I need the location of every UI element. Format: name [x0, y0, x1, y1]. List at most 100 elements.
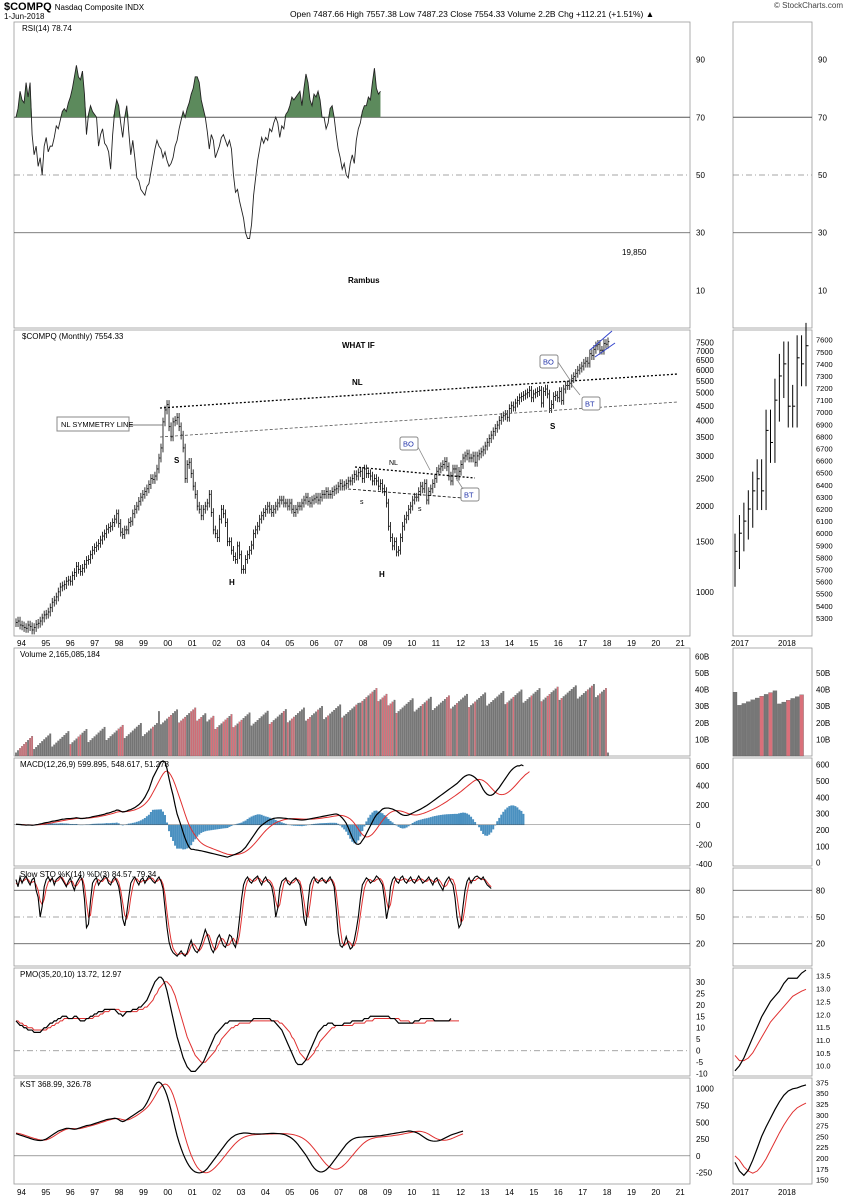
macd-histogram-bar [302, 824, 305, 826]
volume-bar [276, 716, 279, 757]
volume-bar [35, 747, 38, 757]
macd-histogram-bar [387, 818, 390, 826]
macd-histogram-bar [470, 816, 473, 826]
x-tick-label: 95 [41, 1188, 50, 1197]
macd-histogram-bar [468, 814, 471, 826]
macd-histogram-bar [95, 823, 98, 826]
x-tick-label: 10 [407, 1188, 416, 1197]
rsi-tick-label: 10 [696, 286, 705, 295]
zoom-price-tick-label: 6200 [816, 505, 833, 514]
x-tick-label: 12 [456, 639, 465, 648]
macd-histogram-bar [401, 824, 404, 829]
x-tick-label: 08 [359, 1188, 368, 1197]
volume-bar [99, 730, 102, 757]
channel-top [589, 330, 613, 351]
macd-histogram-bar [47, 823, 50, 826]
nl-label: NL [352, 378, 363, 387]
volume-bar [375, 688, 378, 757]
price-tick-label: 3000 [696, 452, 714, 461]
x-tick-label: 02 [212, 639, 221, 648]
volume-bar [411, 698, 414, 757]
macd-histogram-bar [153, 809, 156, 826]
macd-histogram-bar [103, 823, 106, 826]
volume-bar [542, 699, 545, 757]
price-tick-label: 3500 [696, 433, 714, 442]
macd-histogram-bar [389, 820, 392, 826]
x-tick-label: 14 [505, 639, 514, 648]
macd-histogram-bar [329, 822, 332, 826]
macd-histogram-bar [355, 824, 358, 843]
x-tick-label: 98 [115, 639, 124, 648]
zoom-macd-tick-label: 400 [816, 793, 830, 802]
volume-bar [504, 704, 507, 757]
pmo-tick-label: 10 [696, 1024, 705, 1033]
volume-bar [399, 709, 402, 757]
volume-bar [147, 730, 150, 757]
volume-bar [184, 716, 187, 757]
macd-histogram-bar [172, 824, 175, 841]
volume-bar [347, 712, 350, 757]
volume-bar [194, 707, 197, 757]
volume-bar [182, 718, 185, 757]
volume-bar [244, 716, 247, 757]
macd-histogram-bar [315, 823, 318, 826]
chart-date: 1-Jun-2018 [4, 12, 45, 21]
macd-histogram-bar [256, 814, 259, 826]
volume-bar [129, 732, 132, 757]
macd-histogram-bar [427, 817, 430, 826]
zoom-macd-tick-label: 0 [816, 859, 821, 868]
volume-bar [311, 715, 313, 757]
volume-bar [339, 704, 342, 757]
x-tick-label: 15 [529, 639, 538, 648]
volume-bar [301, 709, 303, 757]
zoom-volume-bar [781, 701, 786, 757]
volume-bar [15, 752, 17, 757]
x-tick-label: 07 [334, 1188, 343, 1197]
zoom-pmo-tick-label: 11.5 [816, 1023, 830, 1032]
volume-bar [47, 735, 50, 757]
macd-histogram-bar [510, 805, 513, 826]
zoom-kst-tick-label: 200 [816, 1154, 829, 1163]
volume-bar [137, 724, 140, 757]
zoom-pmo-tick-label: 12.0 [816, 1010, 831, 1019]
zoom-kst-tick-label: 275 [816, 1122, 829, 1131]
volume-bar [367, 695, 370, 757]
zoom-volume-bar [794, 696, 800, 757]
macd-histogram-bar [451, 813, 454, 826]
zoom-kst-tick-label: 225 [816, 1143, 829, 1152]
price-tick-label: 2000 [696, 502, 714, 511]
zoom-macd-tick-label: 300 [816, 810, 830, 819]
macd-histogram-bar [240, 822, 243, 826]
macd-histogram-bar [466, 813, 469, 826]
volume-bar [588, 687, 591, 757]
volume-bar [595, 697, 597, 757]
volume-bar [572, 687, 575, 757]
volume-bar [574, 685, 577, 757]
volume-bar [452, 706, 454, 757]
volume-bar [425, 700, 428, 757]
macd-histogram-bar [246, 818, 249, 826]
zoom-price-tick-label: 7200 [816, 384, 833, 393]
macd-histogram-bar [365, 821, 368, 826]
macd-histogram-bar [379, 812, 382, 826]
volume-bar [536, 690, 539, 757]
volume-tick-label: 30B [695, 702, 709, 711]
volume-bar [566, 692, 569, 757]
volume-bar [439, 702, 442, 757]
x-tick-label: 05 [285, 639, 294, 648]
x-tick-label: 09 [383, 1188, 392, 1197]
volume-bar [417, 707, 420, 757]
price-tick-label: 2500 [696, 474, 714, 483]
macd-histogram-bar [204, 824, 207, 832]
zoom-pmo-tick-label: 13.0 [816, 985, 831, 994]
x-tick-label: 14 [505, 1188, 514, 1197]
x-tick-label: 00 [163, 639, 172, 648]
macd-histogram-bar [486, 824, 489, 836]
volume-bar [345, 713, 348, 757]
volume-bar [500, 692, 503, 757]
volume-bar [409, 700, 412, 757]
volume-bar [562, 696, 565, 757]
volume-bar [592, 684, 595, 757]
zoom-volume-bar [746, 701, 751, 757]
volume-bar [450, 708, 452, 757]
